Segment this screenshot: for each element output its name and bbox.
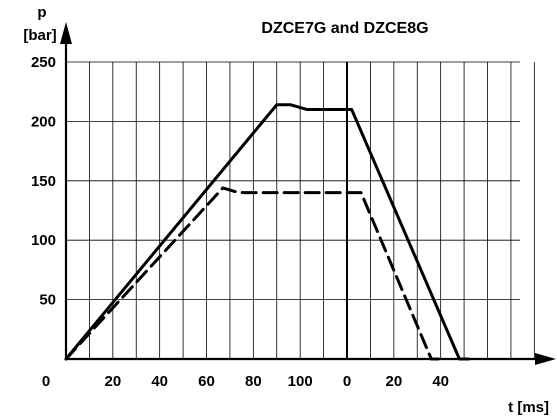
x-tick-label: 20 <box>104 373 121 390</box>
y-tick-label: 200 <box>31 113 56 130</box>
grid <box>66 61 535 359</box>
y-tick-label: 250 <box>31 54 56 71</box>
x-tick-label: 40 <box>432 373 449 390</box>
y-tick-label: 100 <box>31 232 56 249</box>
chart-title: DZCE7G and DZCE8G <box>261 20 428 37</box>
x-tick-label: 80 <box>245 373 262 390</box>
x-tick-label: 60 <box>198 373 215 390</box>
labels-layer: DZCE7G and DZCE8G p [bar] t [ms] 0 50 100… <box>23 4 549 416</box>
y-axis-arrow <box>60 22 72 44</box>
x-tick-label: 40 <box>151 373 168 390</box>
x-axis-arrow <box>535 353 556 365</box>
y-axis-unit: [bar] <box>23 27 56 44</box>
series-line-solid <box>64 103 471 361</box>
y-tick-label: 50 <box>39 292 56 309</box>
series-line-dashed <box>64 186 440 361</box>
origin-label: 0 <box>42 373 50 390</box>
x-axis-label: t [ms] <box>508 399 549 416</box>
x-tick-label: 20 <box>385 373 402 390</box>
series-layer <box>64 103 471 361</box>
x-tick-label: 0 <box>343 373 351 390</box>
y-axis-label: p <box>37 4 46 21</box>
x-tick-label: 100 <box>288 373 313 390</box>
y-tick-label: 150 <box>31 173 56 190</box>
